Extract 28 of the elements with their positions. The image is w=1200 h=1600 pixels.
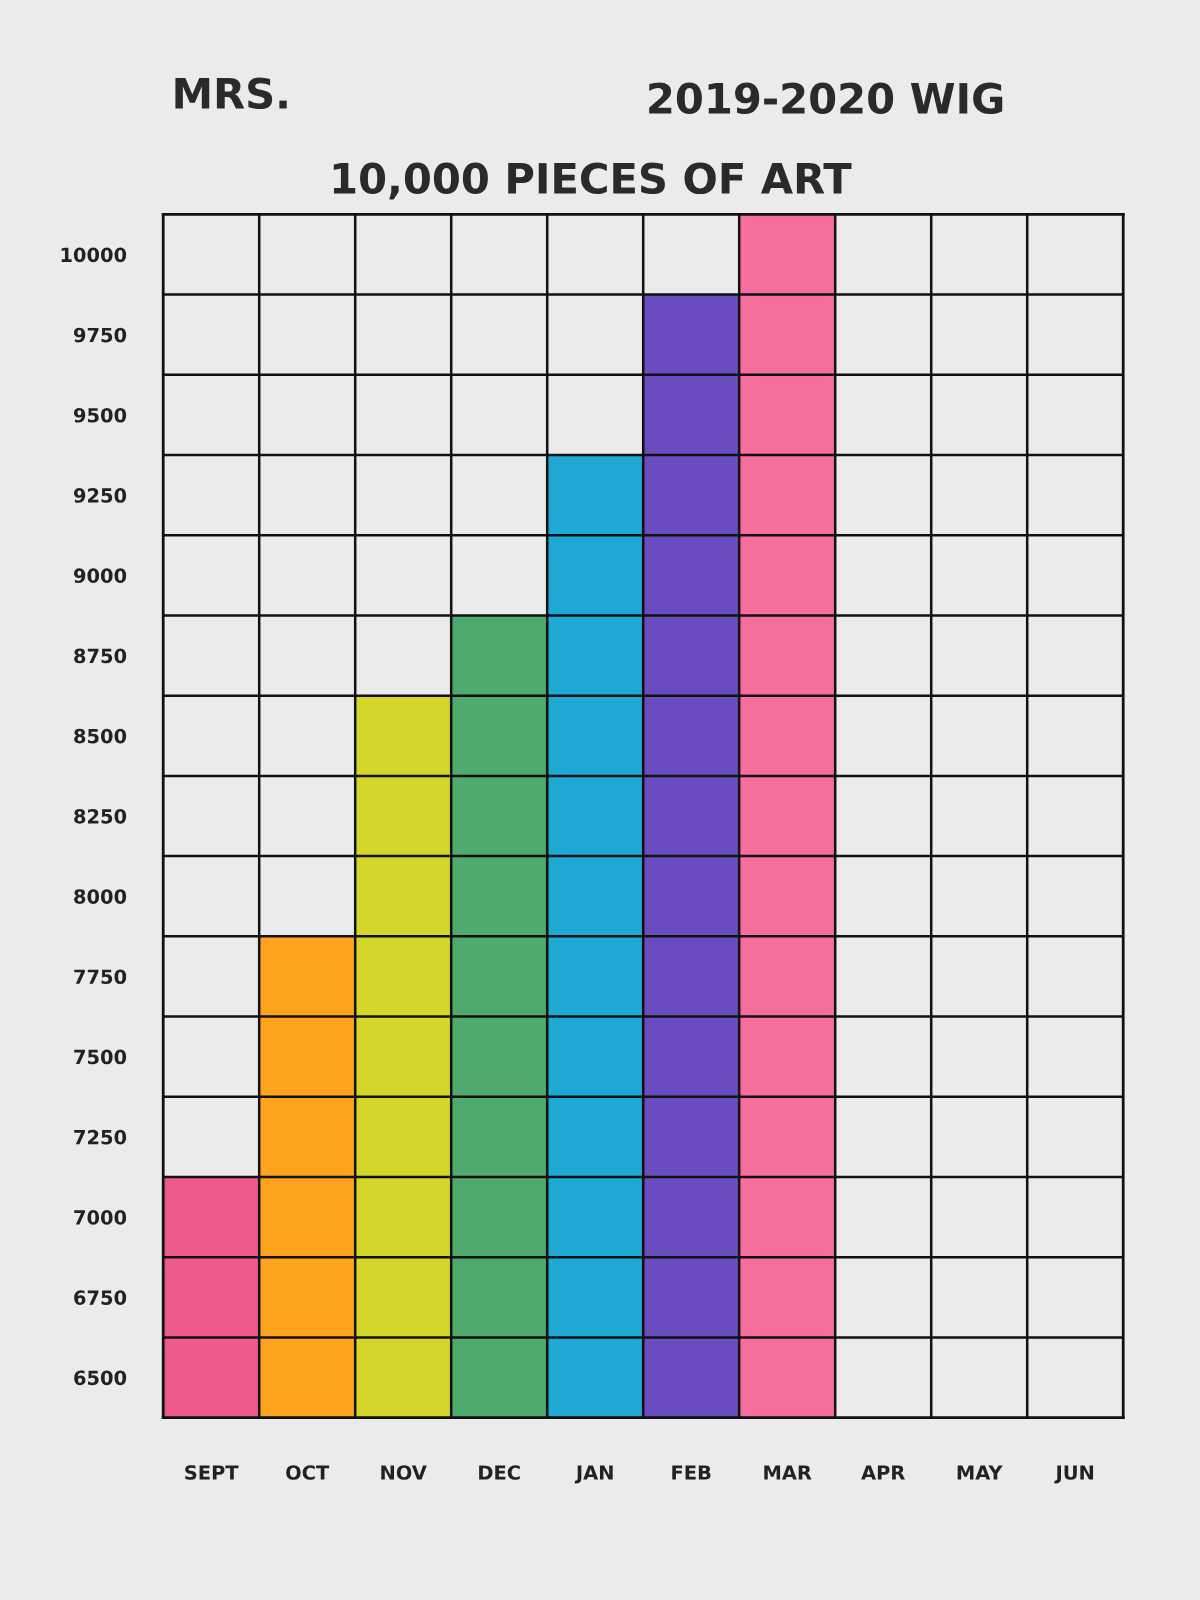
y-tick-label: 10000 xyxy=(61,247,127,263)
x-tick-label: JAN xyxy=(574,1465,613,1484)
x-tick-label: SEPT xyxy=(185,1465,239,1480)
text: 2019-2020 WIG xyxy=(649,82,1003,115)
y-tick-label: 7750 xyxy=(74,969,127,985)
x-tick-label: MAY xyxy=(957,1465,1003,1480)
x-tick-label: DEC xyxy=(479,1465,520,1480)
y-tick-label: 8500 xyxy=(74,728,127,744)
y-tick-label: 7250 xyxy=(74,1129,127,1145)
y-tick-label: 8000 xyxy=(74,889,127,904)
x-tick-label: MAR xyxy=(764,1465,812,1480)
y-tick-label: 8250 xyxy=(74,808,127,824)
x-tick-label: NOV xyxy=(381,1465,427,1480)
x-tick-label: OCT xyxy=(286,1465,330,1480)
y-tick-label: 9000 xyxy=(73,568,127,584)
x-tick-label: JUN xyxy=(1054,1465,1094,1484)
y-tick-label: 7000 xyxy=(74,1210,127,1225)
y-tick-label: 7500 xyxy=(74,1049,127,1065)
y-tick-label: 9250 xyxy=(73,488,127,503)
y-tick-label: 9750 xyxy=(73,327,127,343)
y-tick-label: 6750 xyxy=(74,1290,127,1305)
y-tick-label: 6500 xyxy=(74,1370,127,1386)
text: MRS. xyxy=(175,77,287,110)
y-tick-label: 8750 xyxy=(74,648,127,664)
x-tick-label: FEB xyxy=(672,1465,711,1480)
y-tick-label: 9500 xyxy=(73,407,127,423)
x-tick-label: APR xyxy=(861,1465,905,1480)
chart-title: 10,000 PIECES OF ART xyxy=(333,162,852,200)
